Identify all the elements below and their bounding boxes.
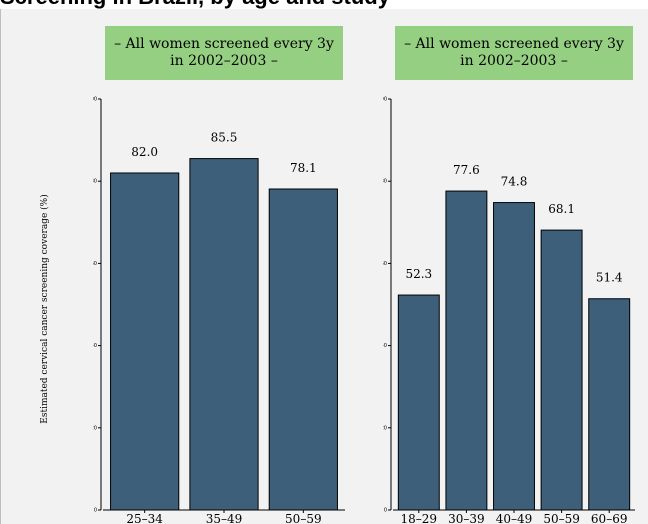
bar-value-label: 74.8 — [501, 175, 528, 189]
bar — [540, 229, 583, 511]
y-tick-label: 100 — [383, 97, 387, 103]
y-tick-label: 40 — [383, 343, 387, 349]
bar — [110, 172, 180, 511]
bar-value-label: 77.6 — [453, 163, 480, 177]
y-tick-label: 60 — [93, 261, 97, 267]
bar-value-label: 51.4 — [596, 271, 623, 285]
facet-strip-right: – All women screened every 3y in 2002–20… — [395, 26, 633, 80]
x-tick-label: 50–59 — [285, 512, 322, 524]
bar-value-label: 78.1 — [290, 161, 317, 175]
x-tick-label: 35–49 — [206, 512, 243, 524]
bar-value-label: 85.5 — [211, 131, 238, 145]
x-tick-label: 18–29 — [401, 512, 438, 524]
facet-title-left: – All women screened every 3y in 2002–20… — [114, 36, 334, 69]
x-tick-label: 30–39 — [448, 512, 485, 524]
bar — [268, 188, 338, 511]
bar — [493, 202, 535, 511]
y-tick-label: 0 — [94, 508, 97, 514]
x-tick-label: 25–34 — [126, 512, 163, 524]
y-tick-label: 80 — [93, 179, 97, 185]
y-tick-label: 20 — [93, 425, 97, 431]
bar-plot-left: 0 20 40 60 80 100 82.0 25–34 85.5 35–49 78.1 50–59 — [93, 97, 345, 524]
chart-panel-right: – All women screened every 3y in 2002–20… — [383, 9, 643, 524]
x-tick-label: 60–69 — [591, 512, 628, 524]
bar-value-label: 68.1 — [548, 202, 575, 216]
bar — [588, 298, 631, 511]
page-title: Screening in Brazil, by age and study — [0, 0, 390, 10]
chart-panel-left: – All women screened every 3y in 2002–20… — [93, 9, 353, 524]
x-tick-label: 50–59 — [543, 512, 580, 524]
y-tick-label: 100 — [93, 97, 97, 103]
bar-value-label: 82.0 — [131, 145, 158, 159]
facet-title-right: – All women screened every 3y in 2002–20… — [404, 36, 624, 69]
y-tick-label: 60 — [383, 261, 387, 267]
bar — [445, 190, 488, 511]
facet-strip-left: – All women screened every 3y in 2002–20… — [105, 26, 343, 80]
y-tick-label: 80 — [383, 179, 387, 185]
bar-plot-right: 0 20 40 60 80 100 52.3 18–29 77.6 30–39 74.8 40–49 6… — [383, 97, 635, 524]
y-tick-label: 0 — [384, 508, 387, 514]
y-tick-label: 20 — [383, 425, 387, 431]
y-axis-label: Estimated cervical cancer screening cove… — [40, 194, 50, 424]
x-tick-label: 40–49 — [496, 512, 533, 524]
bar-value-label: 52.3 — [405, 267, 432, 281]
chart-figure: Estimated cervical cancer screening cove… — [0, 9, 648, 524]
y-tick-label: 40 — [93, 343, 97, 349]
bar — [189, 158, 259, 511]
bar — [397, 294, 440, 511]
